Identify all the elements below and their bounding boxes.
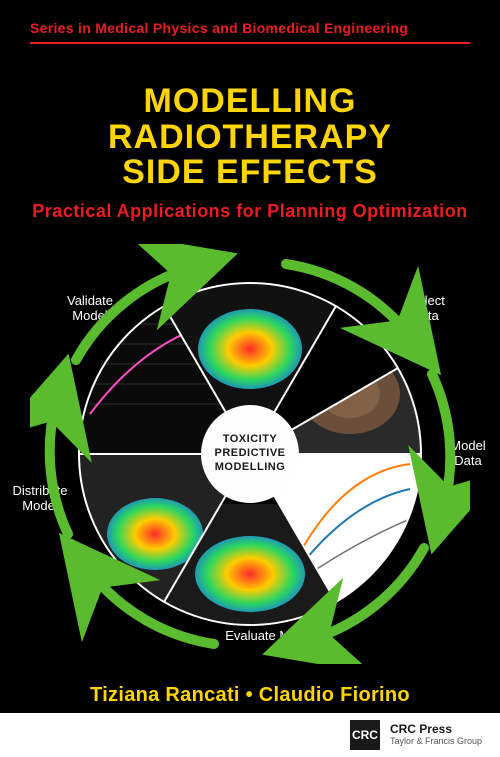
- publisher-logo: CRC CRC Press Taylor & Francis Group: [350, 720, 482, 750]
- series-label: Series in Medical Physics and Biomedical…: [0, 0, 500, 36]
- title-line-2: SIDE EFFECTS: [122, 153, 378, 191]
- publisher-text: CRC Press Taylor & Francis Group: [390, 723, 482, 746]
- publisher-bar: CRC CRC Press Taylor & Francis Group: [0, 713, 500, 757]
- publisher-mark: CRC: [350, 720, 380, 750]
- cycle-diagram: TOXICITY PREDICTIVE MODELLING CollectDat…: [30, 244, 470, 664]
- book-title: MODELLING RADIOTHERAPY SIDE EFFECTS: [0, 84, 500, 191]
- series-rule: [30, 42, 470, 44]
- diagram-center-label: TOXICITY PREDICTIVE MODELLING: [201, 405, 299, 503]
- title-line-1: MODELLING RADIOTHERAPY: [108, 82, 392, 156]
- publisher-tagline: Taylor & Francis Group: [390, 737, 482, 747]
- book-subtitle: Practical Applications for Planning Opti…: [0, 201, 500, 222]
- authors: Tiziana Rancati • Claudio Fiorino: [0, 684, 500, 707]
- publisher-name: CRC Press: [390, 723, 482, 736]
